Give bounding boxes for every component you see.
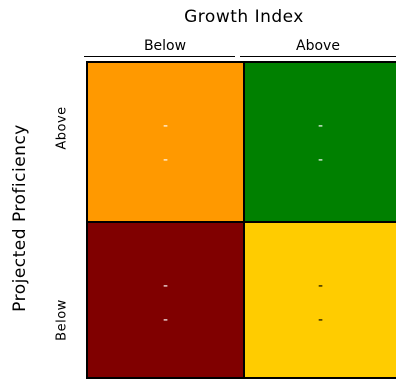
y-axis-title: Projected Proficiency: [10, 124, 30, 312]
quadrant-value: -: [162, 118, 169, 134]
quadrant-value: -: [162, 278, 169, 294]
quadrant-value: -: [317, 118, 324, 134]
quadrant-value: -: [317, 312, 324, 328]
x-axis-rule-left: [84, 56, 235, 57]
quadrant-value: -: [317, 278, 324, 294]
quadrant-bottom-right[interactable]: - -: [243, 221, 396, 379]
y-axis-label-below: Below: [54, 299, 70, 341]
x-axis-title: Growth Index: [184, 7, 304, 27]
quadrant-value: -: [162, 152, 169, 168]
quadrant-value: -: [162, 312, 169, 328]
x-axis-label-above: Above: [296, 38, 340, 54]
y-axis-label-above: Above: [54, 106, 70, 150]
quadrant-grid: - - - - - - - -: [86, 61, 396, 381]
quadrant-bottom-left[interactable]: - -: [86, 221, 245, 379]
x-axis-rule-right: [240, 56, 396, 57]
quadrant-top-left[interactable]: - -: [86, 61, 245, 223]
quadrant-top-right[interactable]: - -: [243, 61, 396, 223]
x-axis-label-below: Below: [143, 38, 187, 54]
quadrant-value: -: [317, 152, 324, 168]
